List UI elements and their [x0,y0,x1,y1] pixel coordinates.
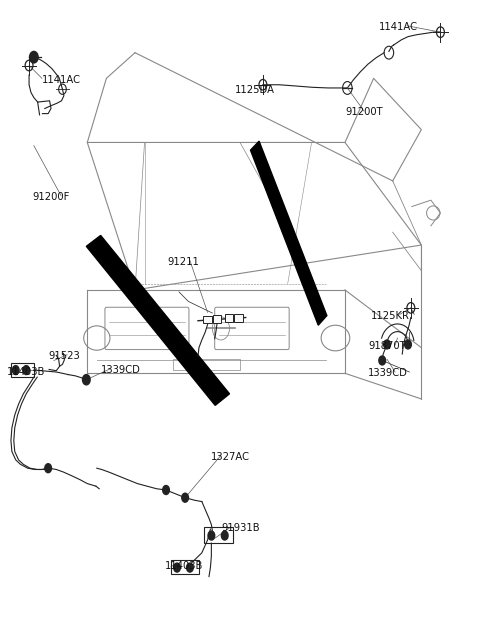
Circle shape [163,486,169,495]
Text: 1327AC: 1327AC [211,451,251,462]
Text: 91523: 91523 [48,351,80,361]
Text: 91870T: 91870T [368,341,406,352]
Bar [234,314,243,322]
Bar [213,315,221,323]
Bar [11,363,34,377]
Bar [173,359,240,370]
Text: 1125KR: 1125KR [371,310,410,321]
Text: 1141AC: 1141AC [378,22,418,32]
Circle shape [12,366,19,375]
Text: 91200T: 91200T [345,108,383,117]
Text: 91931B: 91931B [221,524,260,533]
Circle shape [45,464,51,473]
Text: 11403B: 11403B [7,367,46,377]
Text: 91211: 91211 [168,257,199,267]
Circle shape [174,563,180,572]
Bar [204,527,233,544]
Circle shape [384,340,390,349]
Circle shape [221,531,228,540]
Circle shape [187,563,193,572]
Circle shape [30,52,38,63]
Text: 1141AC: 1141AC [42,75,81,84]
Circle shape [379,356,385,365]
Bar [171,560,199,574]
Circle shape [23,366,30,375]
Bar [225,314,233,322]
Text: 1339CD: 1339CD [101,365,141,375]
Circle shape [83,375,90,385]
Circle shape [208,531,215,540]
Polygon shape [86,236,229,405]
Circle shape [405,340,411,349]
Bar [203,316,212,323]
Circle shape [182,493,189,502]
Text: 1339CD: 1339CD [368,368,408,378]
Text: 1125DA: 1125DA [235,85,275,95]
Text: 11403B: 11403B [165,561,204,571]
Polygon shape [251,141,327,325]
Text: 91200F: 91200F [33,192,70,202]
